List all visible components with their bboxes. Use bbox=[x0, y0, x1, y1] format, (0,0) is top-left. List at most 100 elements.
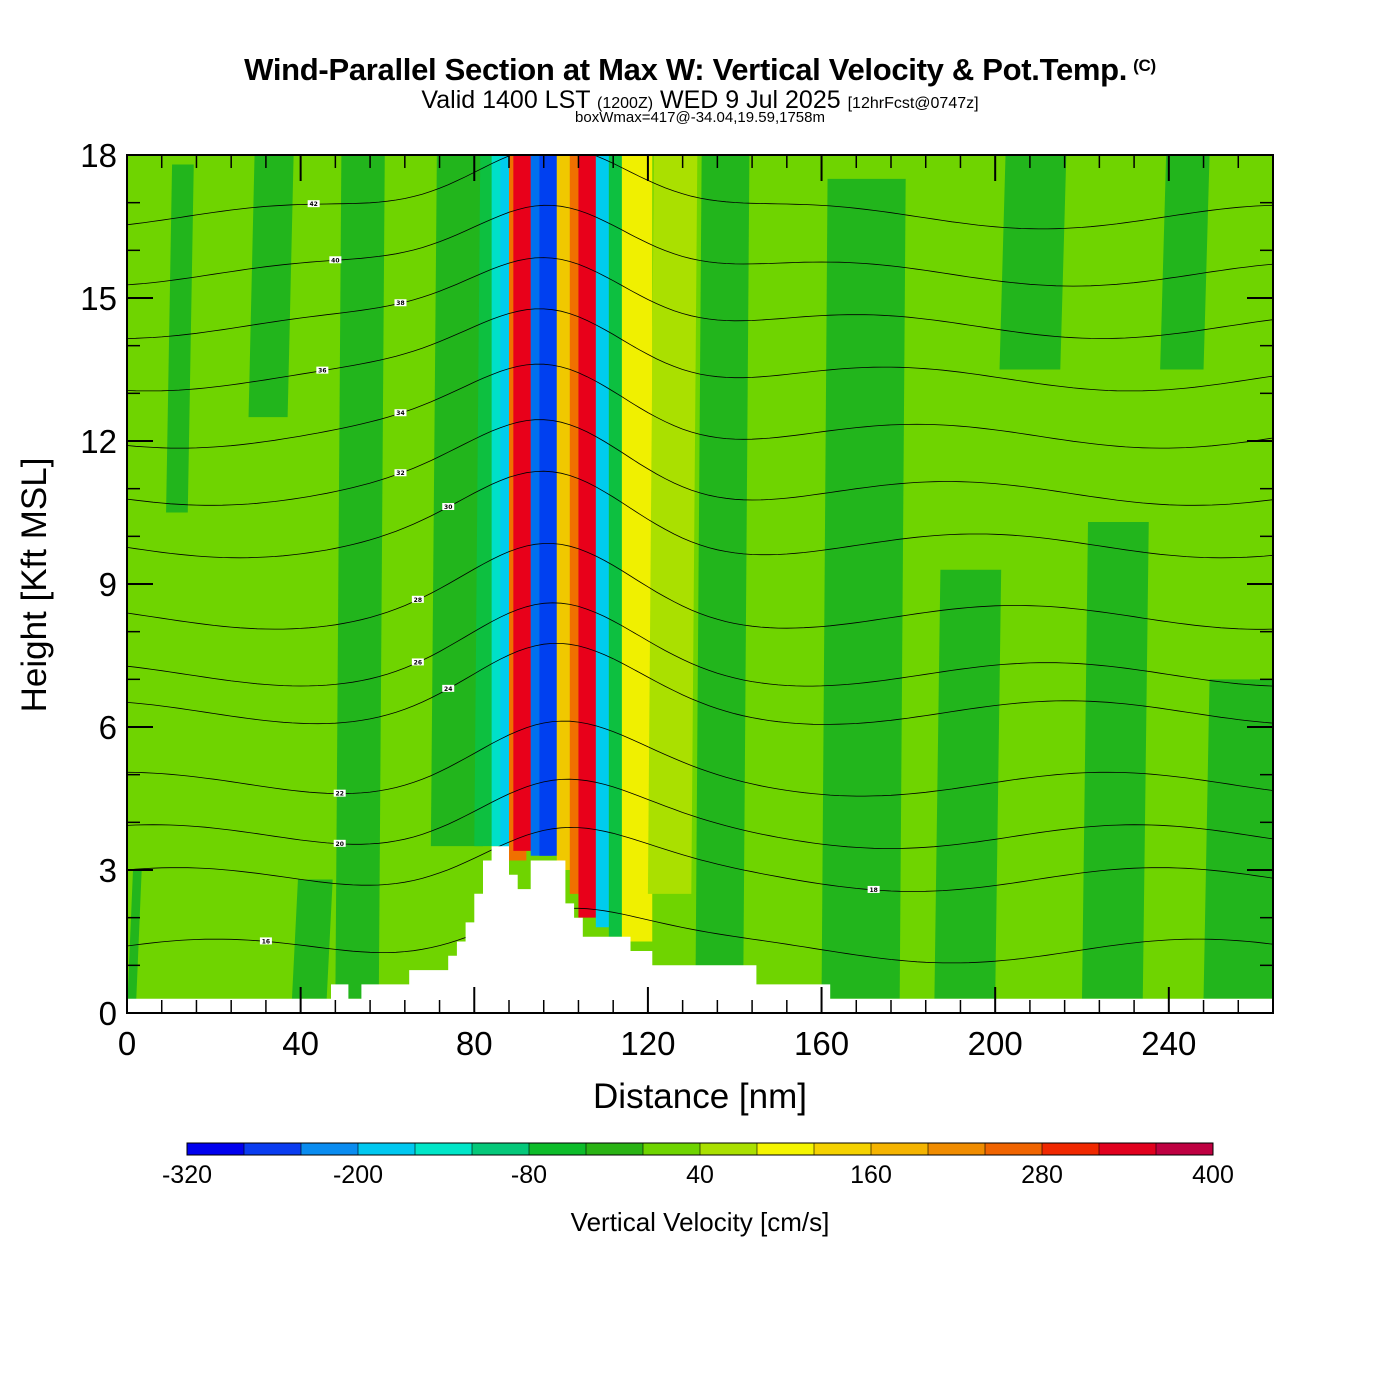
colorbar: -320 -200 -80 40 160 280 400 bbox=[162, 1142, 1234, 1189]
colorbar-swatch bbox=[1099, 1143, 1157, 1155]
velocity-band-24 bbox=[1082, 522, 1149, 999]
isentropes: 16 18 20 22 24 26 28 30 32 34 36 38 40 42 bbox=[127, 155, 1273, 964]
isentrope-38 bbox=[127, 257, 1273, 339]
isentrope-label-bg-30 bbox=[442, 503, 455, 511]
isentrope-label-bg-16 bbox=[259, 937, 272, 945]
velocity-band-18 bbox=[621, 155, 653, 942]
colorbar-title: Vertical Velocity [cm/s] bbox=[571, 1207, 830, 1237]
isentrope-label-34: 34 bbox=[396, 410, 404, 417]
x-tick-label: 120 bbox=[620, 1025, 675, 1062]
valid-time: Valid 1400 LST bbox=[421, 86, 591, 114]
y-tick-label: 0 bbox=[99, 995, 117, 1032]
x-tick-label: 200 bbox=[968, 1025, 1023, 1062]
isentrope-label-26: 26 bbox=[414, 659, 422, 666]
valid-date: WED 9 Jul 2025 bbox=[660, 86, 841, 114]
chart-subtitle: Valid 1400 LST (1200Z) WED 9 Jul 2025 [1… bbox=[0, 86, 1400, 115]
isentrope-label-bg-22 bbox=[333, 789, 346, 797]
isentrope-label-bg-38 bbox=[394, 299, 407, 307]
colorbar-swatch bbox=[928, 1143, 986, 1155]
isentrope-28 bbox=[127, 543, 1273, 630]
velocity-band-4 bbox=[335, 155, 385, 999]
x-tick-label: 0 bbox=[118, 1025, 136, 1062]
colorbar-swatch bbox=[871, 1143, 929, 1155]
isentrope-30 bbox=[127, 470, 1273, 559]
box-wmax-info: boxWmax=417@-34.04,19.59,1758m bbox=[575, 109, 825, 126]
isentrope-label-bg-40 bbox=[329, 256, 342, 264]
isentrope-34 bbox=[127, 363, 1273, 449]
colorbar-swatch bbox=[187, 1143, 245, 1155]
isentrope-label-40: 40 bbox=[331, 257, 339, 264]
velocity-band-12 bbox=[539, 155, 562, 856]
colorbar-label: -200 bbox=[333, 1161, 383, 1189]
velocity-band-20 bbox=[695, 155, 750, 966]
colorbar-swatch bbox=[529, 1143, 587, 1155]
colorbar-swatch bbox=[586, 1143, 644, 1155]
colorbar-label: -320 bbox=[162, 1161, 212, 1189]
colorbar-swatch bbox=[1042, 1143, 1100, 1155]
colorbar-swatch bbox=[643, 1143, 701, 1155]
colorbar-swatch bbox=[415, 1143, 473, 1155]
colorbar-swatch bbox=[814, 1143, 872, 1155]
y-tick-label: 3 bbox=[99, 852, 117, 889]
isentrope-label-bg-42 bbox=[307, 200, 320, 208]
colorbar-swatch bbox=[301, 1143, 359, 1155]
x-tick-label: 40 bbox=[282, 1025, 319, 1062]
colorbar-swatch bbox=[985, 1143, 1043, 1155]
isentrope-label-32: 32 bbox=[396, 470, 404, 477]
isentrope-label-bg-24 bbox=[442, 684, 455, 692]
y-tick-label: 18 bbox=[80, 137, 117, 174]
copyright-mark: (C) bbox=[1133, 56, 1156, 75]
y-tick-label: 9 bbox=[99, 566, 117, 603]
isentrope-label-bg-32 bbox=[394, 469, 407, 477]
colorbar-swatch bbox=[244, 1143, 302, 1155]
plot-area: 16 18 20 22 24 26 28 30 32 34 36 38 40 42 bbox=[127, 155, 1273, 1013]
y-tick-label: 15 bbox=[80, 280, 117, 317]
colorbar-swatch bbox=[1156, 1143, 1214, 1155]
isentrope-label-bg-20 bbox=[333, 839, 346, 847]
colorbar-swatch bbox=[700, 1143, 758, 1155]
isentrope-label-bg-28 bbox=[411, 595, 424, 603]
isentrope-40 bbox=[127, 204, 1273, 287]
x-axis-title: Distance [nm] bbox=[593, 1077, 807, 1116]
colorbar-swatch bbox=[472, 1143, 530, 1155]
isentrope-label-18: 18 bbox=[869, 887, 877, 894]
isentrope-label-36: 36 bbox=[318, 368, 326, 375]
isentrope-label-20: 20 bbox=[336, 841, 344, 848]
velocity-band-22 bbox=[934, 569, 1002, 999]
valid-zulu: (1200Z) bbox=[597, 95, 654, 112]
isentrope-label-bg-36 bbox=[316, 366, 329, 374]
velocity-band-26 bbox=[1203, 679, 1273, 999]
velocity-band-1 bbox=[166, 164, 194, 513]
velocity-band-0 bbox=[127, 870, 142, 1013]
isentrope-24 bbox=[127, 643, 1273, 725]
isentrope-20 bbox=[127, 778, 1273, 849]
isentrope-32 bbox=[127, 419, 1273, 506]
velocity-band-2 bbox=[248, 155, 294, 418]
x-tick-label: 240 bbox=[1141, 1025, 1196, 1062]
isentrope-26 bbox=[127, 602, 1273, 687]
terrain bbox=[127, 846, 1273, 1013]
isentrope-label-22: 22 bbox=[336, 791, 344, 798]
colorbar-label: -80 bbox=[511, 1161, 547, 1189]
isentrope-label-38: 38 bbox=[396, 300, 404, 307]
y-axis-title: Height [Kft MSL] bbox=[15, 458, 54, 713]
velocity-band-21 bbox=[821, 178, 906, 999]
x-tick-label: 80 bbox=[456, 1025, 493, 1062]
chart-title: Wind-Parallel Section at Max W: Vertical… bbox=[0, 52, 1400, 88]
velocity-band-25 bbox=[1160, 155, 1210, 370]
y-tick-label: 6 bbox=[99, 709, 117, 746]
colorbar-label: 280 bbox=[1021, 1161, 1063, 1189]
isentrope-label-bg-18 bbox=[867, 885, 880, 893]
isentrope-label-30: 30 bbox=[444, 504, 452, 511]
isentrope-label-24: 24 bbox=[444, 686, 452, 693]
y-tick-label: 12 bbox=[80, 423, 117, 460]
colorbar-swatch bbox=[358, 1143, 416, 1155]
isentrope-18 bbox=[127, 826, 1273, 892]
chart-title-text: Wind-Parallel Section at Max W: Vertical… bbox=[244, 52, 1128, 87]
colorbar-label: 40 bbox=[686, 1161, 714, 1189]
isentrope-label-bg-26 bbox=[411, 658, 424, 666]
x-tick-label: 160 bbox=[794, 1025, 849, 1062]
velocity-band-3 bbox=[291, 879, 333, 999]
